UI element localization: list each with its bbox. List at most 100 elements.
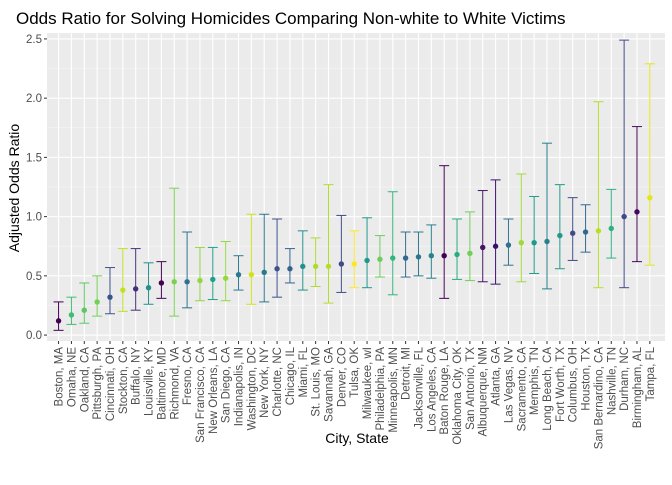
data-point: [467, 250, 473, 257]
error-bar: [606, 188, 617, 259]
x-tick-label: Milwaukee, wI: [362, 347, 374, 419]
error-bar: [207, 246, 218, 301]
x-axis-title: City, State: [325, 430, 389, 446]
error-bar: [387, 191, 398, 296]
error-bar: [130, 248, 141, 311]
y-axis: 0.0 0.5 1.0 1.5 2.0 2.5: [26, 34, 47, 342]
data-point: [634, 209, 640, 215]
data-point: [415, 254, 422, 260]
error-bar: [452, 218, 463, 280]
y-tick-label: 0.0: [26, 330, 42, 342]
data-point: [621, 213, 627, 220]
x-tick-label: Philadelphia, PA: [375, 347, 387, 431]
x-tick-label: Long Beach, CA: [542, 347, 554, 431]
y-tick-label: 0.5: [26, 271, 42, 283]
x-tick-label: San Diego, CA: [221, 347, 233, 423]
error-bar: [104, 267, 115, 315]
data-point: [248, 271, 255, 278]
data-point: [222, 275, 229, 281]
data-point: [312, 263, 319, 270]
chart-title: Odds Ratio for Solving Homicides Compari…: [16, 9, 566, 28]
data-point: [544, 238, 550, 245]
data-point: [210, 276, 216, 283]
error-bar: [529, 195, 540, 274]
error-bar: [619, 39, 630, 289]
error-bar: [490, 179, 501, 285]
x-tick-label: Baltimore, MD: [156, 347, 168, 420]
data-point: [377, 256, 383, 262]
error-bar: [400, 231, 411, 278]
x-tick-label: Albuquerque, NM: [478, 347, 490, 437]
x-tick-label: Jacksonville, FL: [413, 346, 425, 428]
x-tick-label: Boston, MA: [54, 347, 66, 407]
data-point: [428, 253, 435, 259]
x-tick-label: Washington, DC: [246, 347, 258, 430]
data-point: [261, 269, 267, 275]
x-tick-label: Oakland, CA: [79, 347, 91, 413]
error-bar: [413, 231, 424, 277]
error-bar: [554, 184, 565, 270]
x-tick-label: Chicago, IL: [285, 346, 297, 405]
x-tick-label: Charlotte, NC: [272, 347, 284, 417]
x-tick-label: New York, NY: [259, 347, 271, 418]
x-tick-label: Indianapolis, IN: [234, 347, 246, 426]
error-bar: [426, 224, 437, 279]
data-point: [557, 232, 563, 239]
error-bar: [644, 63, 655, 266]
data-point: [608, 225, 614, 232]
x-tick-label: Atlanta, GA: [491, 347, 503, 406]
x-tick-label: Las Vegas, NV: [503, 347, 515, 423]
error-bar: [336, 214, 347, 293]
data-point: [184, 279, 190, 285]
x-tick-label: Denver, CO: [336, 347, 348, 407]
data-point: [171, 279, 177, 285]
data-point: [107, 294, 113, 300]
x-tick-label: San Francisco, CA: [195, 347, 207, 443]
data-point: [582, 229, 589, 235]
error-bar: [362, 217, 373, 289]
x-tick-label: Buffalo, NY: [131, 347, 143, 405]
x-tick-label: Pittsburgh, PA: [92, 347, 104, 420]
x-tick-label: Baton Rouge, LA: [439, 347, 451, 435]
x-tick-label: Nashville, TN: [606, 347, 618, 415]
data-point: [68, 312, 75, 318]
error-bar: [464, 211, 475, 282]
x-tick-label: Oklahoma City, OK: [452, 347, 464, 445]
error-bar: [259, 213, 270, 303]
error-bar: [53, 301, 64, 331]
data-point: [81, 307, 87, 313]
x-tick-label: Fresno, CA: [182, 347, 194, 405]
x-tick-label: Minneapolis, MN: [388, 347, 400, 433]
x-tick-label: Detroit, MI: [401, 347, 413, 400]
x-tick-label: Sacramento, CA: [516, 347, 528, 432]
x-tick-label: Cincinnati, OH: [105, 347, 117, 421]
data-point: [145, 284, 152, 291]
data-point: [338, 261, 345, 267]
error-bar: [117, 248, 128, 312]
y-tick-label: 1.5: [26, 152, 42, 164]
error-bar: [143, 262, 154, 305]
x-tick-label: San Antonio, TX: [465, 347, 477, 430]
error-bar: [503, 218, 514, 266]
data-point: [274, 266, 280, 272]
data-point: [492, 243, 499, 249]
data-point: [441, 253, 447, 259]
y-tick-label: 2.0: [26, 93, 42, 105]
error-bar: [156, 261, 167, 299]
x-tick-label: St. Louis, MO: [311, 347, 323, 417]
x-tick-label: Louisville, KY: [144, 347, 156, 416]
x-tick-label: Durham, NC: [619, 347, 631, 411]
error-bar: [323, 184, 334, 304]
error-bar: [439, 165, 450, 299]
data-point: [120, 287, 126, 293]
data-point: [300, 263, 306, 270]
data-point: [505, 242, 512, 248]
error-bar: [567, 197, 578, 261]
error-bar: [92, 275, 103, 317]
error-bar: [194, 246, 205, 302]
x-tick-label: San Bernardino, CA: [593, 347, 605, 450]
error-bar: [169, 187, 180, 317]
x-tick-label: Birmingham, AL: [632, 346, 644, 428]
